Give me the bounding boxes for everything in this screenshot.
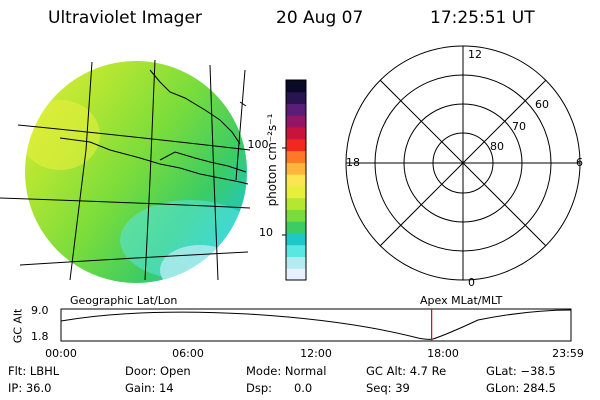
mlt-label-12: 12 xyxy=(468,48,482,61)
colorbar-cell xyxy=(286,174,306,187)
altitude-curve xyxy=(60,309,572,340)
mlt-label-18: 18 xyxy=(346,156,360,169)
colorbar-cell xyxy=(286,197,306,210)
colorbar-unit-label: photon cm⁻²s⁻¹ xyxy=(265,113,279,207)
colorbar-cell xyxy=(286,115,306,128)
info-glat: GLat: −38.5 xyxy=(486,364,556,378)
colorbar-cell xyxy=(286,138,306,152)
timeline-plot xyxy=(60,308,572,342)
time-label: 17:25:51 UT xyxy=(430,8,535,28)
colorbar-cell xyxy=(286,80,306,93)
colorbar-tick-label-10: 10 xyxy=(259,226,273,239)
info-dsp: Dsp: 0.0 xyxy=(246,381,313,395)
colorbar-tick-label-100: 100 xyxy=(247,138,269,151)
colorbar-cell xyxy=(286,103,306,116)
info-gain: Gain: 14 xyxy=(125,381,174,395)
timeline-ytick-1.8: 1.8 xyxy=(31,330,49,343)
xtick-12: 12:00 xyxy=(300,347,332,360)
polar-diagonal-2 xyxy=(379,79,547,247)
colorbar-cell xyxy=(286,256,306,269)
info-door: Door: Open xyxy=(125,364,191,378)
colorbar-cell xyxy=(286,127,306,140)
timeline-ylabel: GC Alt xyxy=(11,308,25,344)
auroral-image xyxy=(0,59,251,283)
timeline-right-title: Apex MLat/MLT xyxy=(420,294,503,307)
mlt-label-6: 6 xyxy=(576,156,583,169)
colorbar-cell xyxy=(286,232,306,246)
colorbar-frame xyxy=(285,79,307,281)
colorbar-cell xyxy=(286,209,306,222)
timeline-left-title: Geographic Lat/Lon xyxy=(70,294,178,307)
date-label: 20 Aug 07 xyxy=(276,8,364,28)
colorbar-cell xyxy=(286,150,306,163)
colorbar-cell xyxy=(286,91,306,105)
info-flt: Flt: LBHL xyxy=(8,364,60,378)
colorbar-cell xyxy=(286,221,306,234)
colorbar-cell xyxy=(286,244,306,257)
instrument-title: Ultraviolet Imager xyxy=(48,8,202,28)
colorbar-cell xyxy=(286,162,306,175)
mlt-label-0: 0 xyxy=(468,276,475,289)
colorbar-cell xyxy=(286,185,306,199)
info-gc-alt: GC Alt: 4.7 Re xyxy=(366,364,447,378)
mlat-label-80: 80 xyxy=(490,140,504,153)
mlat-label-60: 60 xyxy=(535,98,549,111)
colorbar-cell xyxy=(286,268,306,281)
xtick-06: 06:00 xyxy=(172,347,204,360)
info-mode: Mode: Normal xyxy=(246,364,327,378)
mlat-label-70: 70 xyxy=(512,120,526,133)
timeline-ytick-9: 9.0 xyxy=(31,304,49,317)
polar-plot xyxy=(345,45,581,281)
info-glon: GLon: 284.5 xyxy=(486,381,556,395)
xtick-2359: 23:59 xyxy=(552,347,584,360)
timeline-frame xyxy=(60,308,572,342)
info-ip: IP: 36.0 xyxy=(8,381,52,395)
xtick-18: 18:00 xyxy=(427,347,459,360)
xtick-00: 00:00 xyxy=(45,347,77,360)
info-seq: Seq: 39 xyxy=(366,381,410,395)
colorbar xyxy=(282,79,307,281)
